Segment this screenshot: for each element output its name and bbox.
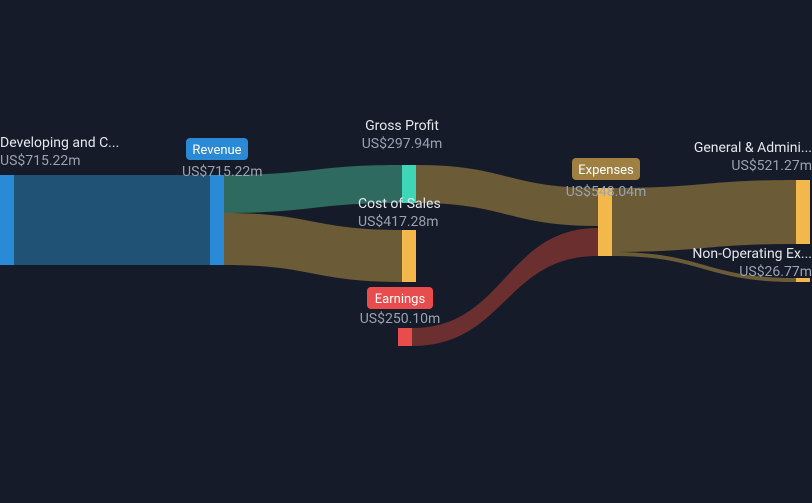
node-source[interactable] (0, 175, 14, 265)
node-cost[interactable] (402, 230, 416, 282)
label-cost-title: Cost of Sales (358, 196, 441, 212)
expenses-badge-label: Expenses (578, 163, 634, 178)
label-source-value: US$715.22m (0, 152, 81, 169)
flow-source-revenue (14, 175, 210, 265)
label-cost-value: US$417.28m (358, 213, 439, 230)
label-general-title: General & Admini... (694, 140, 812, 156)
label-nonop-title: Non-Operating Ex... (692, 246, 812, 262)
label-general-value: US$521.27m (731, 157, 812, 174)
earnings-badge-label: Earnings (375, 292, 426, 307)
sankey-chart: Developing and C...US$715.22mRevenueUS$7… (0, 0, 812, 503)
label-nonop-value: US$26.77m (739, 263, 812, 280)
label-gross-title: Gross Profit (365, 118, 439, 134)
label-gross-value: US$297.94m (362, 135, 443, 152)
label-earnings-value: US$250.10m (360, 310, 441, 327)
node-revenue[interactable] (210, 175, 224, 265)
label-expenses-value: US$548.04m (566, 183, 647, 200)
node-general[interactable] (796, 180, 810, 244)
revenue-badge-label: Revenue (192, 143, 241, 158)
node-earnings[interactable] (398, 328, 412, 346)
label-revenue-value: US$715.22m (182, 163, 263, 180)
label-source-title: Developing and C... (0, 135, 119, 151)
